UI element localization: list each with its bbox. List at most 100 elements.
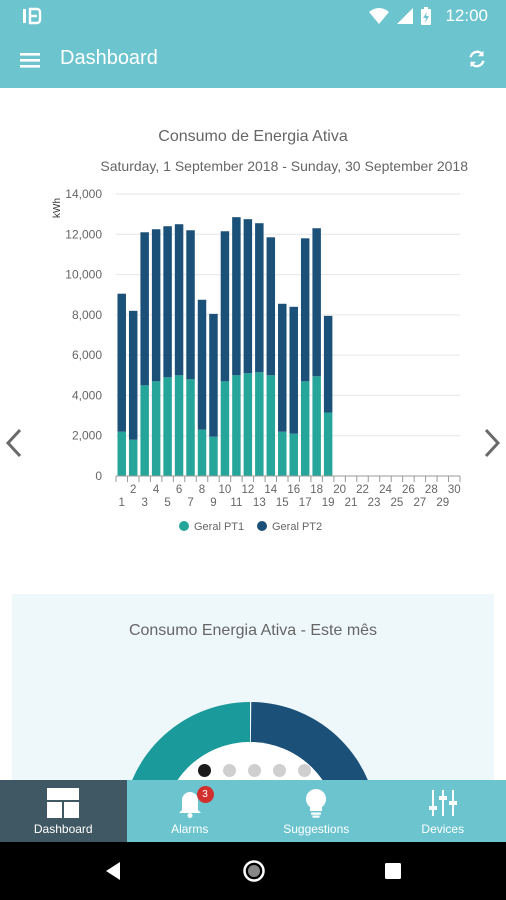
dashboard-content[interactable]: Consumo de Energia Ativa Saturday, 1 Sep…: [0, 88, 506, 780]
nav-label-devices: Devices: [421, 822, 465, 836]
x-tick-label: 12: [241, 484, 254, 496]
alarms-badge: 3: [196, 786, 214, 803]
y-axis-label: kWh: [52, 198, 63, 218]
nav-item-devices[interactable]: Devices: [380, 780, 506, 842]
monthly-donut-chart: [132, 702, 368, 780]
signal-icon: [397, 8, 414, 24]
monthly-consumption-card[interactable]: Consumo Energia Ativa - Este mês: [12, 594, 494, 780]
y-tick-label: 6,000: [72, 348, 102, 362]
legend-label: Geral PT1: [194, 521, 244, 533]
x-tick-label: 17: [299, 497, 312, 509]
bar-geral-pt1: [312, 376, 321, 476]
x-tick-label: 25: [391, 497, 404, 509]
bar-geral-pt1: [289, 433, 298, 476]
x-tick-label: 26: [402, 484, 415, 496]
system-navigation-bar: [0, 842, 506, 900]
bar-geral-pt1: [278, 431, 287, 476]
x-tick-label: 3: [141, 497, 147, 509]
dashboard-icon: [47, 788, 80, 818]
x-tick-label: 5: [164, 497, 170, 509]
bar-geral-pt2: [197, 299, 207, 430]
x-tick-label: 9: [210, 497, 216, 509]
x-tick-label: 22: [356, 484, 369, 496]
x-tick-label: 21: [345, 497, 358, 509]
bar-geral-pt2: [186, 230, 195, 380]
x-tick-label: 10: [219, 484, 232, 496]
page-dot[interactable]: [198, 764, 211, 777]
nav-item-suggestions[interactable]: Suggestions: [253, 780, 380, 842]
x-tick-label: 15: [276, 497, 289, 509]
page-dot[interactable]: [273, 764, 286, 777]
app-bar: Dashboard: [0, 32, 506, 88]
nav-item-dashboard[interactable]: Dashboard: [0, 780, 127, 842]
bar-geral-pt2: [163, 226, 172, 378]
bar-geral-pt1: [186, 379, 195, 476]
x-tick-label: 4: [153, 484, 160, 496]
app-notification-icon: [23, 7, 42, 25]
card-title: Consumo Energia Ativa - Este mês: [128, 622, 378, 639]
bar-geral-pt2: [289, 306, 298, 434]
status-time: 12:00: [445, 6, 488, 25]
page-dot[interactable]: [223, 764, 236, 777]
bottom-navigation: Dashboard 3 Alarms Suggestions Devices: [0, 780, 506, 842]
bar-geral-pt2: [220, 231, 230, 382]
sliders-icon: [428, 790, 457, 816]
home-icon[interactable]: [242, 859, 266, 883]
hamburger-menu-icon[interactable]: [20, 50, 40, 70]
x-tick-label: 1: [119, 497, 125, 509]
bar-geral-pt2: [323, 315, 333, 413]
back-icon[interactable]: [104, 861, 122, 881]
donut-center: [177, 742, 323, 780]
bar-geral-pt1: [243, 373, 253, 476]
bar-geral-pt1: [151, 381, 161, 476]
bar-geral-pt1: [255, 372, 264, 476]
bar-geral-pt1: [209, 436, 218, 476]
x-tick-label: 8: [199, 484, 205, 496]
consumption-chart[interactable]: 0 2,000 4,000 6,000 8,000 10,000 12,000 14,000k…: [0, 178, 506, 558]
y-tick-label: 10,000: [65, 268, 102, 282]
bar-geral-pt1: [232, 375, 241, 476]
nav-label-suggestions: Suggestions: [283, 822, 350, 836]
x-tick-label: 7: [187, 497, 193, 509]
y-tick-label: 4,000: [72, 388, 102, 402]
recents-icon[interactable]: [385, 863, 401, 879]
legend-label: Geral PT2: [272, 521, 322, 533]
page-indicator: [198, 764, 311, 777]
bar-geral-pt1: [117, 431, 126, 476]
x-tick-label: 11: [230, 497, 242, 509]
x-tick-label: 19: [322, 497, 335, 509]
x-tick-label: 13: [253, 497, 266, 509]
bar-geral-pt1: [220, 381, 230, 476]
nav-item-alarms[interactable]: 3 Alarms: [127, 780, 254, 842]
y-tick-label: 8,000: [72, 308, 102, 322]
bar-geral-pt1: [128, 439, 138, 476]
x-tick-label: 27: [413, 497, 426, 509]
refresh-icon[interactable]: [466, 48, 488, 70]
x-tick-label: 30: [448, 484, 461, 496]
bar-geral-pt2: [278, 303, 287, 432]
donut-segment-pt2: [250, 702, 368, 780]
page-dot[interactable]: [248, 764, 261, 777]
bell-icon: [178, 792, 201, 818]
legend-marker: [179, 521, 189, 531]
chevron-right-icon[interactable]: [480, 426, 504, 460]
bar-geral-pt1: [163, 377, 172, 476]
chevron-left-icon[interactable]: [2, 426, 26, 460]
x-tick-label: 18: [310, 484, 323, 496]
y-tick-label: 0: [95, 469, 102, 483]
bar-geral-pt2: [232, 217, 241, 376]
status-bar: 12:00: [0, 0, 506, 32]
legend-marker: [257, 521, 267, 531]
chart-subtitle: Saturday, 1 September 2018 - Sunday, 30 …: [100, 158, 468, 174]
bar-geral-pt1: [266, 375, 276, 476]
bar-geral-pt1: [323, 412, 333, 476]
bar-geral-pt2: [151, 229, 161, 382]
bar-geral-pt2: [243, 219, 253, 374]
bar-geral-pt2: [300, 238, 310, 382]
page-title: Dashboard: [60, 47, 158, 69]
x-tick-label: 6: [176, 484, 182, 496]
page-dot[interactable]: [298, 764, 311, 777]
x-tick-label: 14: [264, 484, 277, 496]
bar-geral-pt2: [128, 310, 138, 440]
y-tick-label: 12,000: [65, 227, 102, 241]
